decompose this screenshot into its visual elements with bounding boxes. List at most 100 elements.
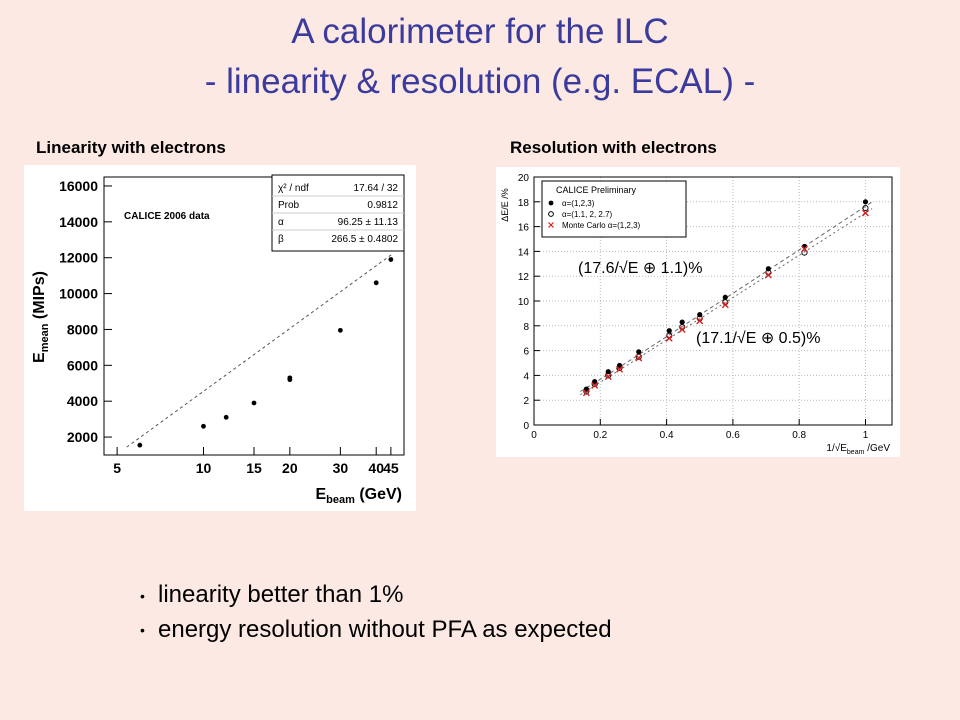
resolution-chart: 0 2 4 6 8 10 12 14 16 18 20 0 0.2 0.4 0.6 0.8 1 CALICE Pr… xyxy=(500,173,893,456)
y-tick-label: 12 xyxy=(518,272,530,283)
y-tick-label: 6000 xyxy=(67,357,98,373)
x-axis-label: 1/√Ebeam /GeV xyxy=(826,442,890,456)
y-tick-label: 12000 xyxy=(59,250,98,266)
data-point xyxy=(635,354,643,362)
fit-line xyxy=(126,252,394,448)
data-point xyxy=(678,326,686,334)
x-tick-label: 40 xyxy=(368,460,384,476)
resolution-chart-panel: 0 2 4 6 8 10 12 14 16 18 20 0 0.2 0.4 0.6 0.8 1 CALICE Pr… xyxy=(496,167,900,457)
data-point xyxy=(616,365,624,373)
y-tick-label: 2 xyxy=(523,396,529,407)
y-tick-label: 8 xyxy=(523,322,529,333)
x-tick-label: 15 xyxy=(246,460,262,476)
bullet-list: • linearity better than 1% • energy resolu… xyxy=(140,578,612,647)
data-point xyxy=(862,204,869,212)
x-tick-label: 0.2 xyxy=(593,430,607,441)
data-point xyxy=(721,301,729,309)
y-tick-label: 8000 xyxy=(67,321,98,337)
y-tick-label: 16 xyxy=(518,223,530,234)
data-point xyxy=(137,442,143,448)
right-chart-subtitle: Resolution with electrons xyxy=(510,138,717,157)
y-tick-label: 14000 xyxy=(59,214,98,230)
slide-title-line1: A calorimeter for the ILC xyxy=(291,12,669,51)
y-tick-label: 0 xyxy=(523,421,529,432)
fit-curve xyxy=(580,201,873,392)
data-point xyxy=(582,389,590,397)
data-point xyxy=(287,375,293,381)
legend-title: CALICE Preliminary xyxy=(556,185,637,195)
stats-value: 96.25 ± 11.13 xyxy=(338,217,399,228)
y-tick-label: 10 xyxy=(518,297,530,308)
x-tick-label: 30 xyxy=(333,460,349,476)
left-chart-subtitle: Linearity with electrons xyxy=(36,138,226,157)
y-tick-label: 20 xyxy=(518,173,530,184)
x-tick-label: 0.6 xyxy=(726,430,740,441)
stats-value: 266.5 ± 0.4802 xyxy=(331,234,398,245)
data-point xyxy=(722,294,728,300)
data-point xyxy=(862,199,869,205)
y-tick-label: 4 xyxy=(523,371,529,382)
y-tick-label: 4000 xyxy=(67,393,98,409)
x-tick-label: 45 xyxy=(383,460,399,476)
stats-label: β xyxy=(278,234,284,245)
stats-label: χ² / ndf xyxy=(278,183,309,194)
data-point xyxy=(388,257,394,262)
linearity-chart-panel: 2000 4000 6000 8000 10000 12000 14000 16000 5 10 1… xyxy=(24,165,416,511)
legend-marker xyxy=(548,222,554,228)
data-point xyxy=(201,423,206,429)
stats-label: α xyxy=(278,217,284,228)
bullet-dot-icon: • xyxy=(140,587,145,604)
data-point xyxy=(591,381,598,388)
data-point xyxy=(665,334,673,342)
y-tick-label: 14 xyxy=(518,247,530,258)
data-point xyxy=(764,271,772,279)
data-point xyxy=(861,209,869,217)
x-tick-label: 0 xyxy=(531,430,537,441)
data-point xyxy=(591,381,599,389)
stats-value: 0.9812 xyxy=(367,200,398,211)
legend-marker xyxy=(548,211,554,217)
slide-title-line2: - linearity & resolution (e.g. ECAL) - xyxy=(204,62,756,101)
legend-marker xyxy=(548,200,554,206)
y-tick-label: 18 xyxy=(518,198,530,209)
bullet-item: • energy resolution without PFA as expect… xyxy=(140,613,612,648)
x-tick-label: 10 xyxy=(196,460,212,476)
stats-label: Prob xyxy=(278,200,300,211)
data-point xyxy=(801,249,808,256)
data-point xyxy=(679,319,685,325)
data-point xyxy=(696,317,704,325)
bullet-item: • linearity better than 1% xyxy=(140,578,612,613)
legend-box xyxy=(541,180,687,238)
x-tick-label: 1 xyxy=(863,430,869,441)
data-point xyxy=(616,364,623,372)
legend-entry: Monte Carlo α=(1,2,3) xyxy=(562,221,641,230)
data-point xyxy=(800,245,808,253)
data-point xyxy=(605,372,612,379)
fit-annotation-2: (17.1/√E ⊕ 0.5)% xyxy=(696,330,820,347)
y-axis-label: ΔE/E /% xyxy=(500,188,510,222)
data-point xyxy=(583,388,590,395)
y-tick-label: 2000 xyxy=(67,429,98,445)
x-tick-label: 0.4 xyxy=(660,430,674,441)
y-tick-label: 6 xyxy=(523,347,529,358)
x-tick-label: 20 xyxy=(282,460,298,476)
linearity-chart: 2000 4000 6000 8000 10000 12000 14000 16000 5 10 1… xyxy=(31,174,405,506)
data-point xyxy=(223,414,229,420)
y-tick-label: 16000 xyxy=(59,178,98,194)
x-tick-label: 5 xyxy=(113,460,121,476)
data-point xyxy=(666,328,672,334)
x-axis-label: Ebeam (GeV) xyxy=(315,486,402,506)
data-point xyxy=(337,327,343,333)
data-point xyxy=(373,280,379,286)
data-point xyxy=(604,373,612,381)
y-tick-label: 10000 xyxy=(59,286,98,302)
data-point xyxy=(636,349,642,355)
y-axis-label: Emean (MIPs) xyxy=(31,271,51,363)
bullet-dot-icon: • xyxy=(140,622,145,639)
calice-annotation: CALICE 2006 data xyxy=(124,211,210,222)
legend-entry: α=(1.1, 2, 2.7) xyxy=(562,210,613,219)
data-point xyxy=(635,353,642,360)
legend-entry: α=(1,2,3) xyxy=(562,199,595,208)
data-point xyxy=(251,400,257,406)
x-tick-label: 0.8 xyxy=(792,430,806,441)
